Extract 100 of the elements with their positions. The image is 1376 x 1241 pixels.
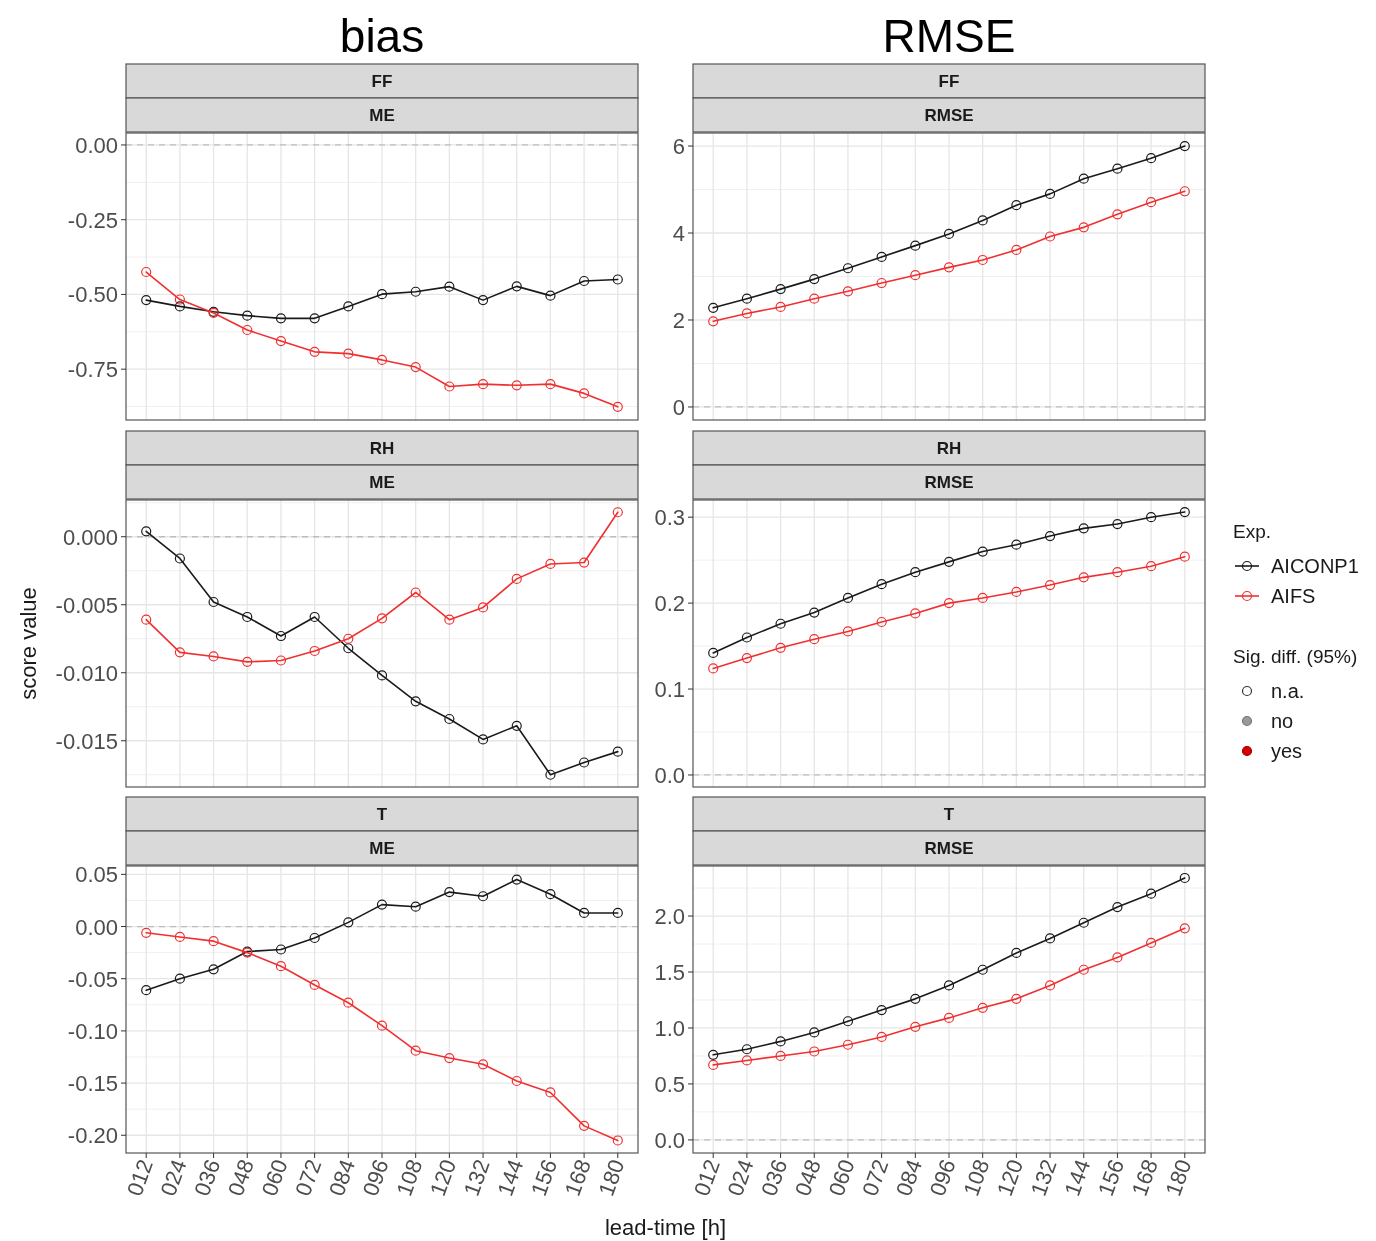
point <box>775 642 786 653</box>
point <box>775 284 786 295</box>
y-tick-label: 0.0 <box>654 762 685 788</box>
point <box>1179 551 1190 562</box>
point <box>842 592 854 604</box>
point <box>741 653 752 664</box>
point <box>910 608 921 619</box>
point <box>876 1004 887 1016</box>
y-tick-label: 0.5 <box>654 1071 685 1097</box>
chart-title: FF <box>938 72 960 91</box>
x-tick-label: 060 <box>256 1156 293 1200</box>
point <box>876 251 887 263</box>
point <box>511 1075 522 1087</box>
point <box>1112 163 1123 174</box>
point <box>612 1135 623 1146</box>
point <box>376 1020 388 1031</box>
point <box>174 647 185 658</box>
point <box>477 891 489 902</box>
y-tick-label: -0.15 <box>67 1071 118 1097</box>
point <box>943 262 955 273</box>
point <box>1011 993 1022 1004</box>
point <box>343 997 354 1008</box>
point <box>741 632 752 643</box>
point <box>708 302 719 313</box>
point <box>579 557 590 568</box>
point <box>977 964 988 975</box>
point <box>612 401 623 412</box>
x-tick-label: 108 <box>391 1156 428 1200</box>
point <box>943 228 955 239</box>
chart-subtitle: ME <box>369 473 395 492</box>
point <box>775 1050 786 1062</box>
x-tick-label: 180 <box>593 1156 630 1200</box>
y-tick-label: 4 <box>672 221 685 247</box>
point <box>511 281 522 292</box>
point <box>612 507 623 518</box>
point <box>943 556 955 567</box>
point <box>444 713 455 725</box>
chart-title: RH <box>369 439 395 458</box>
y-tick-label: 0.3 <box>654 505 685 531</box>
point <box>943 598 955 609</box>
point <box>309 645 320 657</box>
point <box>545 379 556 390</box>
point <box>1179 140 1190 152</box>
x-tick-label: 024 <box>722 1156 759 1200</box>
point <box>275 961 287 972</box>
point <box>511 720 522 731</box>
point <box>1078 222 1089 233</box>
point <box>977 592 988 604</box>
point <box>1044 231 1056 242</box>
point <box>708 316 719 327</box>
point <box>141 526 152 537</box>
point <box>309 346 320 357</box>
point <box>511 874 522 885</box>
point <box>1179 872 1190 884</box>
point <box>275 944 287 955</box>
x-tick-label: 180 <box>1160 1156 1197 1200</box>
point <box>708 663 719 674</box>
point <box>174 931 185 943</box>
point <box>1011 539 1022 550</box>
point <box>809 274 820 285</box>
y-tick-label: 1.0 <box>654 1015 685 1041</box>
point <box>410 901 421 912</box>
point <box>174 553 185 564</box>
y-tick-label: 0.05 <box>75 862 118 888</box>
y-tick-label: 0.1 <box>654 677 685 703</box>
point <box>444 381 455 392</box>
chart-title: T <box>943 805 955 824</box>
point <box>977 254 988 266</box>
point <box>376 613 388 624</box>
y-tick-label: 2.0 <box>654 904 685 930</box>
point <box>444 281 455 292</box>
x-tick-label: 108 <box>958 1156 995 1200</box>
point <box>1078 572 1089 583</box>
point <box>141 295 152 306</box>
point <box>174 973 185 984</box>
point <box>1011 586 1022 598</box>
point <box>410 587 421 598</box>
point <box>1044 933 1056 944</box>
point <box>309 979 320 991</box>
point <box>242 611 253 623</box>
point <box>174 301 185 312</box>
point <box>1179 506 1190 518</box>
point <box>910 567 921 578</box>
y-tick-label: 6 <box>672 134 685 160</box>
text: n.a. <box>1271 680 1305 702</box>
y-tick-label: -0.010 <box>55 660 118 686</box>
point <box>343 633 354 644</box>
point <box>309 932 320 944</box>
point <box>343 348 354 359</box>
y-tick-label: 0.00 <box>75 914 118 940</box>
chart-title: FF <box>371 72 393 91</box>
y-tick-label: 0.000 <box>62 524 118 550</box>
x-tick-label: 012 <box>688 1156 725 1200</box>
point <box>943 980 955 991</box>
chart-title: T <box>376 805 388 824</box>
point <box>410 696 421 707</box>
y-axis-title: score value <box>16 587 41 700</box>
point <box>141 985 152 996</box>
y-tick-label: 0.0 <box>654 1127 685 1153</box>
text: RMSE <box>882 10 1016 62</box>
